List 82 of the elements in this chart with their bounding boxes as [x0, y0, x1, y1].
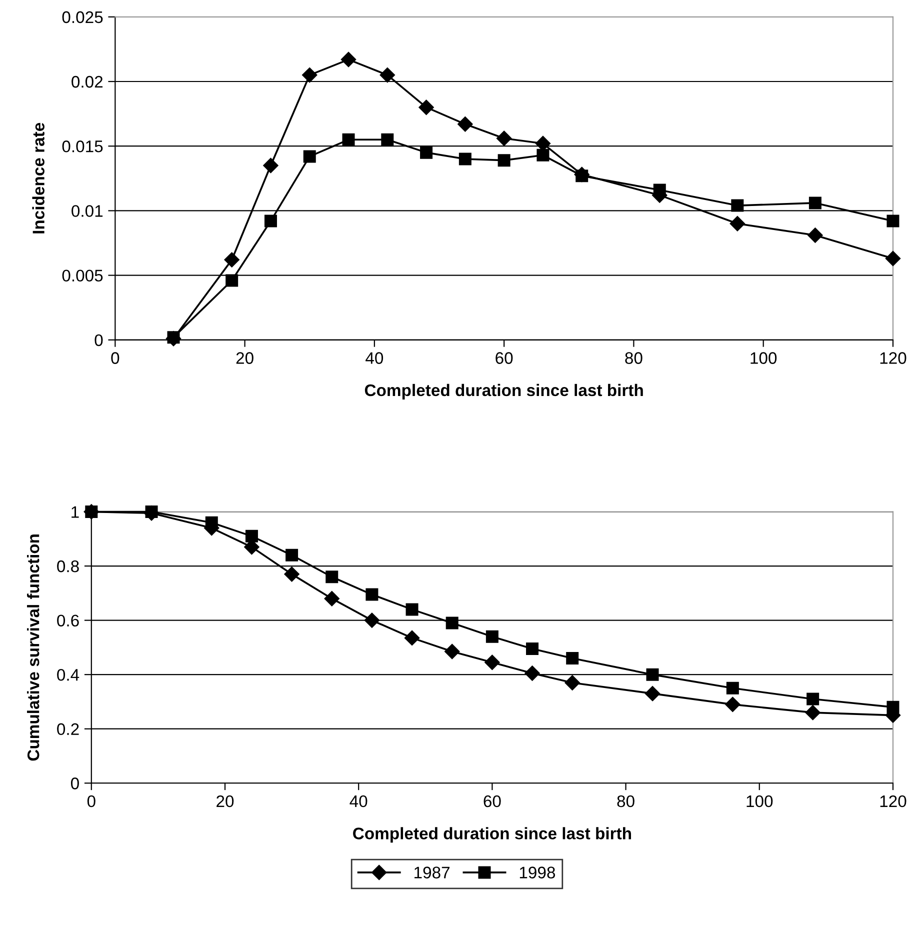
point — [366, 588, 378, 601]
point — [263, 158, 278, 174]
point — [167, 331, 180, 344]
x-tick-label: 80 — [625, 352, 642, 364]
point — [808, 196, 822, 210]
y-axis-title: Cumulative survival function — [27, 534, 40, 761]
point — [484, 654, 500, 670]
y-tick-label: 1 — [72, 506, 79, 518]
y-tick-label: 0.2 — [57, 723, 79, 736]
point — [646, 668, 659, 681]
point — [536, 148, 550, 162]
point — [342, 133, 355, 146]
y-tick-label: 0 — [94, 334, 103, 346]
legend-label: 1998 — [520, 866, 556, 878]
point — [498, 154, 510, 167]
y-tick-label: 0.4 — [57, 668, 80, 681]
point — [486, 630, 498, 643]
point — [444, 644, 460, 660]
point — [566, 652, 579, 665]
x-tick-label: 40 — [366, 352, 384, 364]
y-tick-label: 0 — [70, 778, 79, 790]
x-tick-label: 20 — [236, 352, 254, 364]
point — [576, 170, 588, 182]
x-axis-title: Completed duration since last birth — [364, 384, 643, 400]
point — [324, 591, 340, 606]
point — [406, 603, 418, 616]
point — [564, 675, 580, 690]
point — [886, 700, 900, 714]
point — [224, 252, 240, 268]
point — [886, 214, 900, 228]
point — [526, 642, 539, 656]
point — [245, 530, 258, 542]
legend-label: 1987 — [414, 866, 450, 878]
point — [458, 116, 473, 132]
x-tick-label: 120 — [880, 352, 906, 364]
point — [808, 228, 823, 243]
x-tick-label: 60 — [496, 352, 513, 364]
point — [264, 214, 277, 228]
x-tick-label: 120 — [880, 795, 906, 808]
point — [284, 566, 300, 582]
point — [85, 506, 98, 518]
point — [496, 130, 512, 146]
point — [404, 630, 420, 646]
x-tick-label: 80 — [617, 795, 634, 808]
point — [726, 682, 739, 694]
point — [885, 250, 901, 266]
point — [381, 133, 394, 146]
y-tick-label: 0.01 — [72, 205, 103, 217]
point — [805, 705, 820, 720]
point — [644, 686, 660, 702]
point — [286, 548, 298, 562]
y-tick-label: 0.015 — [62, 140, 103, 152]
point — [446, 616, 458, 630]
point — [725, 696, 740, 712]
point — [340, 52, 356, 68]
point — [420, 146, 433, 159]
point — [302, 67, 318, 83]
point — [303, 150, 316, 163]
point — [730, 216, 745, 232]
point — [226, 274, 238, 287]
y-tick-label: 0.02 — [72, 76, 103, 88]
y-tick-label: 0.025 — [62, 11, 103, 24]
x-tick-label: 60 — [484, 795, 501, 808]
x-tick-label: 100 — [746, 795, 773, 808]
x-tick-label: 40 — [350, 795, 368, 808]
point — [806, 692, 820, 706]
point — [418, 100, 434, 115]
point — [145, 506, 158, 518]
y-tick-label: 0.6 — [57, 614, 79, 627]
y-tick-label: 0.8 — [57, 560, 79, 572]
x-tick-label: 0 — [111, 352, 120, 364]
x-tick-label: 100 — [750, 352, 777, 364]
point — [731, 199, 744, 212]
y-axis-title: Incidence rate — [32, 122, 44, 234]
point — [364, 612, 380, 628]
x-tick-label: 20 — [216, 795, 234, 808]
point — [380, 67, 395, 83]
point — [326, 570, 338, 584]
y-tick-label: 0.005 — [62, 270, 103, 282]
x-axis-title: Completed duration since last birth — [353, 827, 631, 843]
point — [524, 666, 540, 681]
point — [458, 152, 472, 166]
